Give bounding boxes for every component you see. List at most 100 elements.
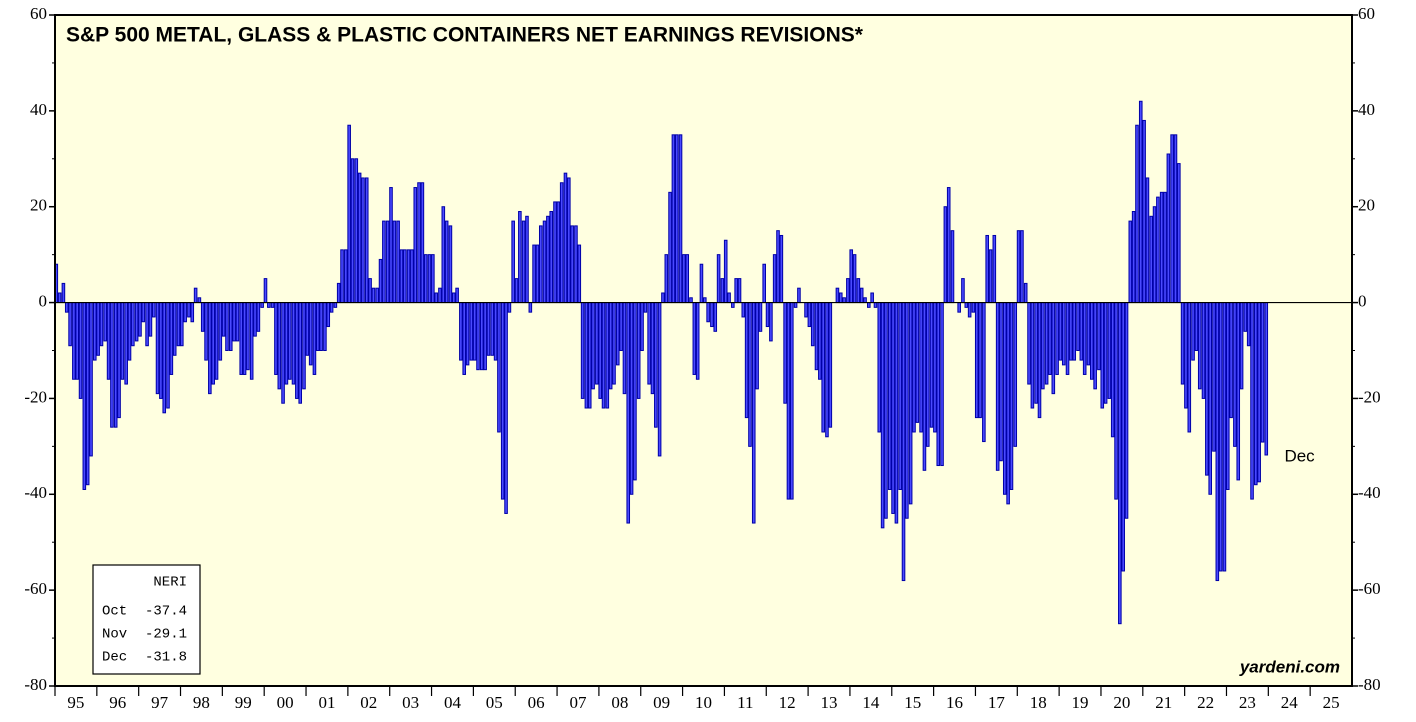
bar: [472, 302, 477, 361]
bar: [818, 302, 822, 380]
bar: [525, 215, 529, 304]
bar: [514, 278, 519, 304]
chart-title: S&P 500 METAL, GLASS & PLASTIC CONTAINER…: [66, 24, 864, 47]
bar: [1159, 191, 1164, 304]
bar: [1086, 302, 1091, 366]
x-tick-label: 19: [1072, 693, 1089, 712]
bar: [783, 302, 787, 404]
bar: [72, 302, 76, 380]
bar: [1097, 302, 1101, 371]
bar: [399, 249, 404, 304]
y2-tick-label: -60: [1358, 579, 1381, 598]
bar: [1013, 302, 1018, 447]
bar: [898, 302, 902, 490]
bar: [214, 302, 219, 380]
bar: [507, 302, 512, 313]
bar: [716, 254, 721, 304]
bar: [1201, 302, 1206, 399]
bar: [486, 302, 491, 356]
bar: [336, 282, 341, 304]
bar: [650, 302, 655, 395]
bar: [737, 278, 742, 304]
bar: [762, 263, 766, 304]
bar: [1229, 302, 1233, 419]
bar: [786, 302, 791, 500]
bar: [162, 302, 167, 414]
legend-value: -31.8: [145, 650, 187, 666]
bar: [295, 302, 299, 399]
legend-value: -37.4: [145, 604, 187, 620]
x-tick-label: 99: [235, 693, 252, 712]
bar: [842, 297, 846, 304]
legend-month: Nov: [102, 627, 127, 643]
bar: [151, 302, 156, 318]
bar: [744, 302, 749, 419]
legend-month: Oct: [102, 604, 127, 620]
bar: [1254, 302, 1258, 486]
bar: [389, 187, 393, 304]
bar: [793, 302, 798, 308]
bar: [873, 302, 878, 308]
bar: [765, 302, 770, 328]
bar: [689, 297, 693, 304]
bar: [354, 158, 359, 304]
bar: [838, 292, 843, 304]
bar: [385, 220, 390, 304]
bar: [849, 249, 854, 304]
bar: [559, 182, 564, 304]
bar: [361, 177, 365, 304]
bar: [633, 302, 637, 481]
legend-title: NERI: [153, 575, 187, 591]
bar: [344, 249, 348, 304]
bar: [1016, 230, 1021, 304]
bar: [615, 302, 620, 366]
bar: [779, 234, 784, 304]
bar: [1173, 134, 1178, 304]
bar: [298, 302, 303, 404]
bar: [776, 230, 780, 304]
bar: [459, 302, 463, 361]
bar: [465, 302, 470, 366]
legend-month: Dec: [102, 650, 127, 666]
bar: [1170, 134, 1174, 304]
bar: [256, 302, 261, 332]
bar: [85, 302, 90, 486]
bar: [1118, 302, 1122, 625]
bar: [877, 302, 882, 433]
bar: [1225, 302, 1230, 490]
bar: [1027, 302, 1031, 385]
bar: [193, 287, 198, 304]
bar: [1218, 302, 1223, 572]
bar: [218, 302, 223, 361]
bar: [431, 254, 435, 304]
bar: [1250, 302, 1254, 500]
bar: [1191, 302, 1195, 361]
bar: [1152, 206, 1157, 304]
bar: [535, 244, 540, 304]
bar: [347, 124, 351, 304]
bar: [253, 302, 257, 337]
x-tick-label: 08: [611, 693, 628, 712]
y2-tick-label: 40: [1358, 100, 1375, 119]
legend-box: NERI Oct -37.4 Nov -29.1 Dec -31.8: [92, 564, 201, 675]
bar: [410, 249, 414, 304]
x-tick-label: 96: [109, 693, 126, 712]
bar: [64, 302, 69, 313]
bar: [835, 287, 840, 304]
bar: [710, 302, 714, 328]
bar: [169, 302, 174, 375]
bar: [661, 292, 665, 304]
bar: [1124, 302, 1129, 519]
bar: [961, 278, 965, 304]
bar: [887, 302, 892, 490]
bar: [127, 302, 132, 361]
bar: [232, 302, 236, 342]
bar: [929, 302, 934, 428]
bar: [82, 302, 87, 490]
bar: [622, 302, 627, 395]
bar: [1257, 302, 1261, 483]
bar: [382, 220, 386, 304]
bar: [438, 287, 442, 304]
bar: [988, 249, 993, 304]
